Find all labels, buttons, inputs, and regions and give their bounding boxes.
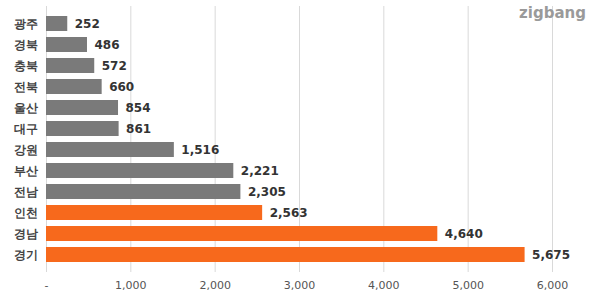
- svg-text:울산: 울산: [14, 101, 38, 115]
- svg-text:경기: 경기: [14, 248, 38, 262]
- svg-text:861: 861: [126, 122, 151, 136]
- svg-text:광주: 광주: [14, 17, 38, 31]
- svg-text:2,000: 2,000: [199, 279, 231, 292]
- svg-text:4,000: 4,000: [368, 279, 400, 292]
- svg-text:2,305: 2,305: [248, 185, 286, 199]
- svg-text:252: 252: [75, 17, 100, 31]
- svg-text:2,221: 2,221: [241, 164, 279, 178]
- svg-text:6,000: 6,000: [537, 279, 569, 292]
- svg-text:486: 486: [94, 38, 119, 52]
- svg-text:854: 854: [126, 101, 151, 115]
- svg-text:대구: 대구: [14, 122, 38, 136]
- svg-text:3,000: 3,000: [284, 279, 316, 292]
- svg-text:부산: 부산: [14, 164, 38, 178]
- svg-text:5,675: 5,675: [532, 248, 570, 262]
- svg-text:경북: 경북: [14, 38, 38, 52]
- svg-text:충북: 충북: [14, 59, 38, 73]
- svg-text:전남: 전남: [14, 185, 38, 199]
- svg-text:경남: 경남: [14, 227, 38, 241]
- svg-text:1,516: 1,516: [181, 143, 219, 157]
- svg-text:-: -: [45, 279, 49, 292]
- html-text:zigbang: zigbang: [519, 4, 586, 22]
- svg-text:전북: 전북: [14, 80, 38, 94]
- svg-text:2,563: 2,563: [270, 206, 308, 220]
- svg-text:660: 660: [109, 80, 134, 94]
- svg-text:강원: 강원: [14, 143, 38, 157]
- svg-text:4,640: 4,640: [445, 227, 483, 241]
- svg-text:1,000: 1,000: [115, 279, 147, 292]
- svg-text:5,000: 5,000: [452, 279, 484, 292]
- svg-text:인천: 인천: [14, 206, 38, 220]
- svg-text:572: 572: [102, 59, 127, 73]
